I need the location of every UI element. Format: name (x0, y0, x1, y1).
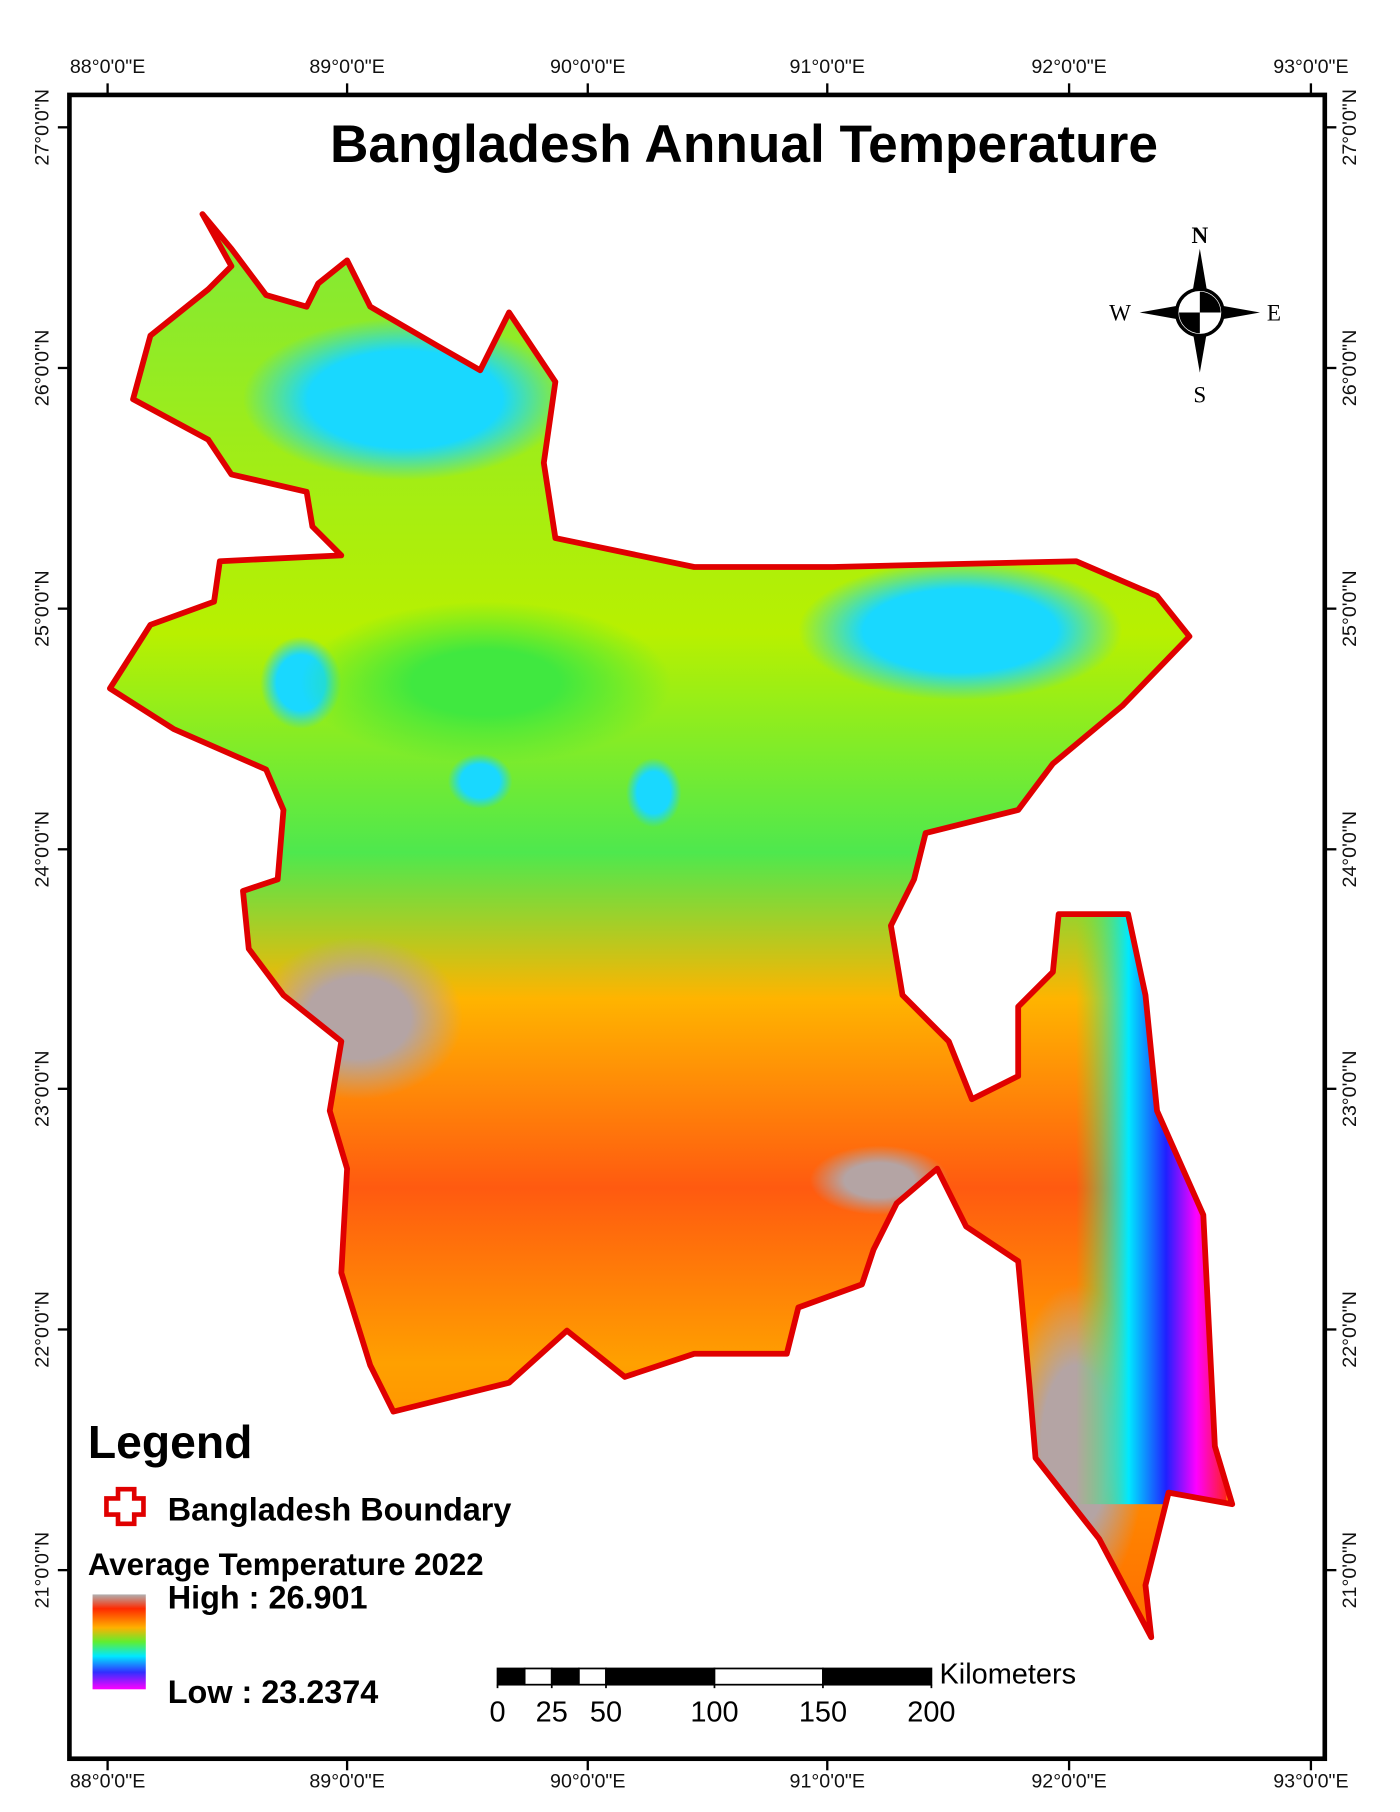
latitude-label: 22°0'0"N (32, 1291, 54, 1368)
latitude-label: 24°0'0"N (1339, 811, 1361, 888)
color-ramp (92, 1594, 146, 1690)
longitude-label: 91°0'0"E (790, 56, 865, 78)
boundary-swatch (104, 1486, 146, 1527)
longitude-label: 88°0'0"E (70, 56, 145, 78)
scale-segment (496, 1667, 526, 1686)
scale-tick-label: 25 (536, 1697, 568, 1729)
legend-high: High : 26.901 (168, 1579, 368, 1615)
latitude-label: 21°0'0"N (32, 1532, 54, 1609)
longitude-label: 90°0'0"E (550, 1771, 625, 1793)
scale-unit: Kilometers (940, 1659, 1077, 1691)
scale-tick-label: 200 (907, 1697, 955, 1729)
scale-tick-label: 50 (590, 1697, 622, 1729)
longitude-label: 90°0'0"E (550, 56, 625, 78)
latitude-label: 26°0'0"N (1339, 330, 1361, 407)
latitude-label: 27°0'0"N (1339, 89, 1361, 166)
legend-low: Low : 23.2374 (168, 1674, 379, 1710)
compass-west: W (1109, 301, 1131, 327)
map-frame (67, 92, 1328, 1762)
latitude-label: 26°0'0"N (32, 330, 54, 407)
longitude-label: 88°0'0"E (70, 1771, 145, 1793)
longitude-label: 91°0'0"E (790, 1771, 865, 1793)
longitude-label: 92°0'0"E (1031, 56, 1106, 78)
latitude-label: 24°0'0"N (32, 811, 54, 888)
legend-boundary: Bangladesh Boundary (168, 1491, 512, 1527)
scale-segment (822, 1667, 933, 1686)
scale-tick-label: 0 (489, 1697, 505, 1729)
scale-segment (550, 1667, 580, 1686)
longitude-label: 89°0'0"E (309, 56, 384, 78)
compass-north: N (1191, 223, 1208, 249)
longitude-label: 89°0'0"E (309, 1771, 384, 1793)
scale-segment (578, 1667, 607, 1686)
legend: Legend Bangladesh Boundary Average Tempe… (88, 1416, 511, 1710)
longitude-label: 93°0'0"E (1273, 56, 1348, 78)
scale-tick-label: 100 (690, 1697, 738, 1729)
latitude-label: 21°0'0"N (1339, 1532, 1361, 1609)
scale-segment (523, 1667, 553, 1686)
longitude-label: 93°0'0"E (1273, 1771, 1348, 1793)
north-arrow: N S W E (1109, 223, 1281, 409)
latitude-label: 23°0'0"N (1339, 1051, 1361, 1128)
legend-title: Legend (88, 1416, 253, 1468)
scale-segment (713, 1667, 824, 1686)
compass-east: E (1267, 301, 1281, 327)
scale-bar: Kilometers 0 25 50 100 150 200 (489, 1659, 1076, 1729)
latitude-label: 25°0'0"N (32, 570, 54, 647)
latitude-label: 27°0'0"N (32, 89, 54, 166)
latitude-label: 22°0'0"N (1339, 1291, 1361, 1368)
compass-south: S (1193, 383, 1206, 409)
map-title: Bangladesh Annual Temperature (330, 115, 1158, 174)
latitude-label: 25°0'0"N (1339, 570, 1361, 647)
latitude-label: 23°0'0"N (32, 1051, 54, 1128)
scale-tick-label: 150 (799, 1697, 847, 1729)
longitude-label: 92°0'0"E (1031, 1771, 1106, 1793)
legend-ramp-title: Average Temperature 2022 (88, 1547, 484, 1582)
scale-segment (605, 1667, 716, 1686)
